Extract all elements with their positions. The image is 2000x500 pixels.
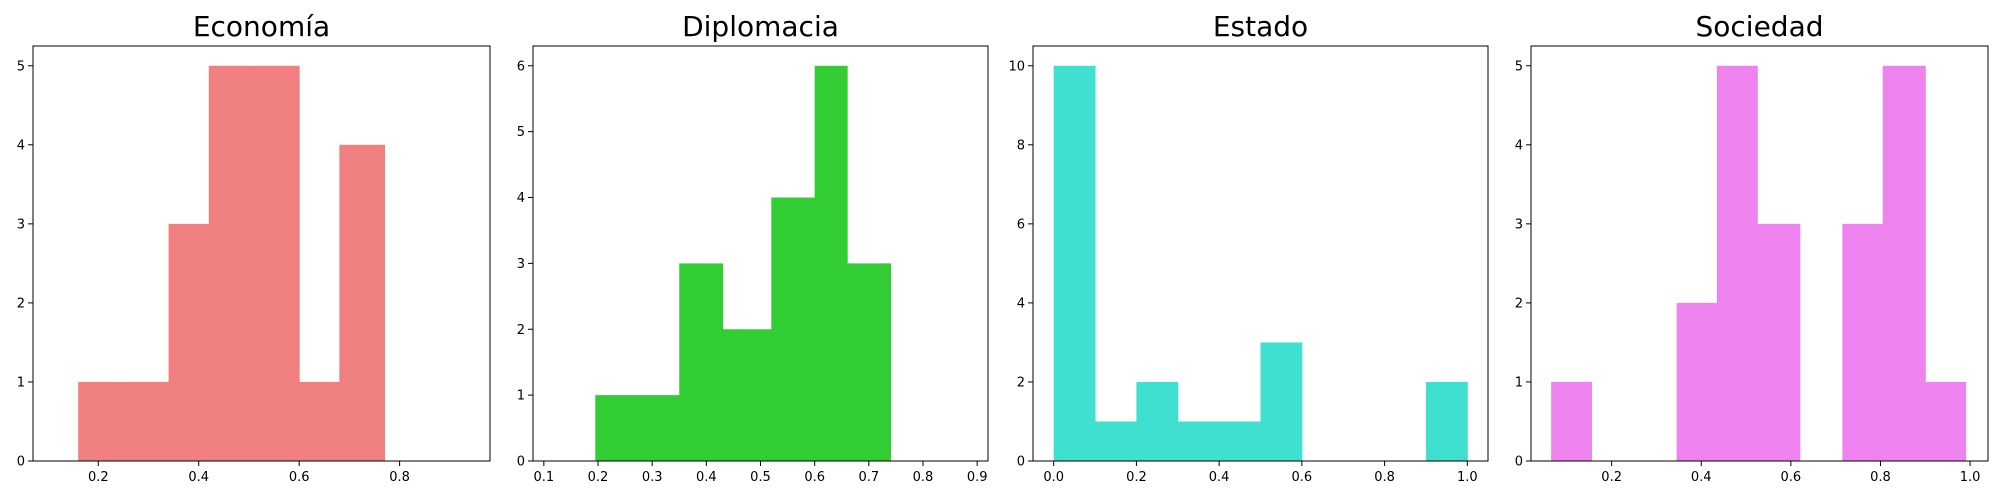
x-tick-label: 0.8 bbox=[1374, 470, 1395, 485]
histogram-bar bbox=[1177, 421, 1220, 461]
y-tick-label: 4 bbox=[1515, 138, 1523, 153]
y-tick-label: 5 bbox=[1515, 59, 1523, 74]
x-tick-label: 0.8 bbox=[389, 470, 410, 485]
histogram-bar bbox=[1551, 381, 1592, 461]
histogram-panel-3: Estado 0.0 0.2 0.4 0.6 0.8 1.0 0 2 4 6 8 10 bbox=[1008, 10, 1489, 485]
histogram-panel-2: Diplomacia 0.1 0.2 0.3 0.4 0.5 0.6 0.7 0.8 0.9 0 1 2… bbox=[517, 10, 989, 485]
x-tick-label: 0.6 bbox=[1781, 470, 1802, 485]
histogram-bar bbox=[1676, 302, 1718, 461]
y-tick-label: 0 bbox=[1515, 455, 1523, 470]
x-tick-label: 0.1 bbox=[533, 470, 554, 485]
histogram-bar bbox=[771, 197, 816, 461]
histogram-bar bbox=[1053, 65, 1096, 461]
y-tick-label: 1 bbox=[17, 375, 25, 390]
y-tick-label: 3 bbox=[1515, 217, 1523, 232]
x-tick-label: 1.0 bbox=[1960, 470, 1981, 485]
x-tick-label: 0.8 bbox=[1870, 470, 1891, 485]
axes-frame bbox=[32, 45, 491, 462]
histogram-bar bbox=[1136, 381, 1179, 461]
y-tick-label: 2 bbox=[17, 296, 25, 311]
x-tick-label: 1.0 bbox=[1457, 470, 1478, 485]
x-tick-label: 0.5 bbox=[750, 470, 771, 485]
histogram-bar bbox=[814, 65, 848, 461]
x-tick-label: 0.2 bbox=[588, 470, 609, 485]
histogram-bar bbox=[123, 381, 170, 461]
x-tick-label: 0.0 bbox=[1043, 470, 1064, 485]
x-tick-label: 0.6 bbox=[1292, 470, 1313, 485]
y-tick-label: 1 bbox=[517, 389, 525, 404]
histogram-bar bbox=[168, 223, 210, 461]
y-tick-label: 2 bbox=[1515, 296, 1523, 311]
y-tick-label: 2 bbox=[1017, 375, 1025, 390]
y-tick-label: 3 bbox=[517, 257, 525, 272]
y-tick-label: 8 bbox=[1017, 138, 1025, 153]
histogram-bar bbox=[1219, 421, 1261, 461]
y-tick-label: 0 bbox=[517, 455, 525, 470]
histogram-bar bbox=[1425, 381, 1468, 461]
panel-title: Diplomacia bbox=[682, 10, 839, 43]
histogram-bar bbox=[1716, 65, 1758, 461]
histogram-bar bbox=[1882, 65, 1926, 461]
histogram-bar bbox=[299, 381, 340, 461]
histogram-bar bbox=[339, 144, 386, 462]
x-tick-label: 0.2 bbox=[1126, 470, 1147, 485]
x-tick-label: 0.4 bbox=[1691, 470, 1712, 485]
x-tick-label: 0.6 bbox=[289, 470, 310, 485]
x-tick-label: 0.4 bbox=[696, 470, 717, 485]
histogram-bar bbox=[208, 65, 255, 461]
panel-title: Economía bbox=[193, 10, 330, 43]
panel-title: Sociedad bbox=[1695, 10, 1823, 43]
y-tick-label: 0 bbox=[1017, 455, 1025, 470]
axes-frame bbox=[1530, 45, 1989, 462]
y-tick-label: 6 bbox=[517, 59, 525, 74]
y-tick-label: 4 bbox=[17, 138, 25, 153]
histogram-bar bbox=[1842, 223, 1884, 461]
axes-frame bbox=[1032, 45, 1489, 462]
histogram-bar bbox=[1925, 381, 1967, 461]
histogram-bar bbox=[679, 263, 724, 461]
histogram-bar bbox=[595, 395, 631, 461]
y-tick-label: 2 bbox=[517, 323, 525, 338]
y-tick-label: 10 bbox=[1008, 59, 1025, 74]
y-tick-label: 4 bbox=[517, 191, 525, 206]
x-tick-label: 0.4 bbox=[1209, 470, 1230, 485]
x-tick-label: 0.9 bbox=[967, 470, 988, 485]
y-tick-label: 4 bbox=[1017, 296, 1025, 311]
histogram-bar bbox=[1260, 342, 1303, 461]
y-tick-label: 3 bbox=[17, 217, 25, 232]
histogram-panel-1: Economía 0.2 0.4 0.6 0.8 0 1 2 3 4 5 bbox=[17, 10, 491, 485]
y-tick-label: 0 bbox=[17, 455, 25, 470]
y-tick-label: 1 bbox=[1515, 375, 1523, 390]
histogram-bar bbox=[1757, 223, 1801, 461]
histogram-bar bbox=[253, 65, 300, 461]
y-tick-label: 6 bbox=[1017, 217, 1025, 232]
histogram-bar bbox=[847, 263, 891, 461]
x-tick-label: 0.4 bbox=[188, 470, 209, 485]
y-tick-label: 5 bbox=[517, 125, 525, 140]
x-tick-label: 0.7 bbox=[858, 470, 879, 485]
panel-title: Estado bbox=[1213, 10, 1308, 43]
histogram-bar bbox=[1095, 421, 1137, 461]
y-tick-label: 5 bbox=[17, 59, 25, 74]
histogram-panel-4: Sociedad 0.2 0.4 0.6 0.8 1.0 0 1 2 3 4 5 bbox=[1515, 10, 1989, 485]
x-tick-label: 0.6 bbox=[804, 470, 825, 485]
histogram-bar bbox=[630, 395, 680, 461]
x-tick-label: 0.8 bbox=[913, 470, 934, 485]
x-tick-label: 0.3 bbox=[642, 470, 663, 485]
histogram-bar bbox=[78, 381, 124, 461]
histogram-bar bbox=[722, 329, 772, 461]
x-tick-label: 0.2 bbox=[88, 470, 109, 485]
x-tick-label: 0.2 bbox=[1601, 470, 1622, 485]
